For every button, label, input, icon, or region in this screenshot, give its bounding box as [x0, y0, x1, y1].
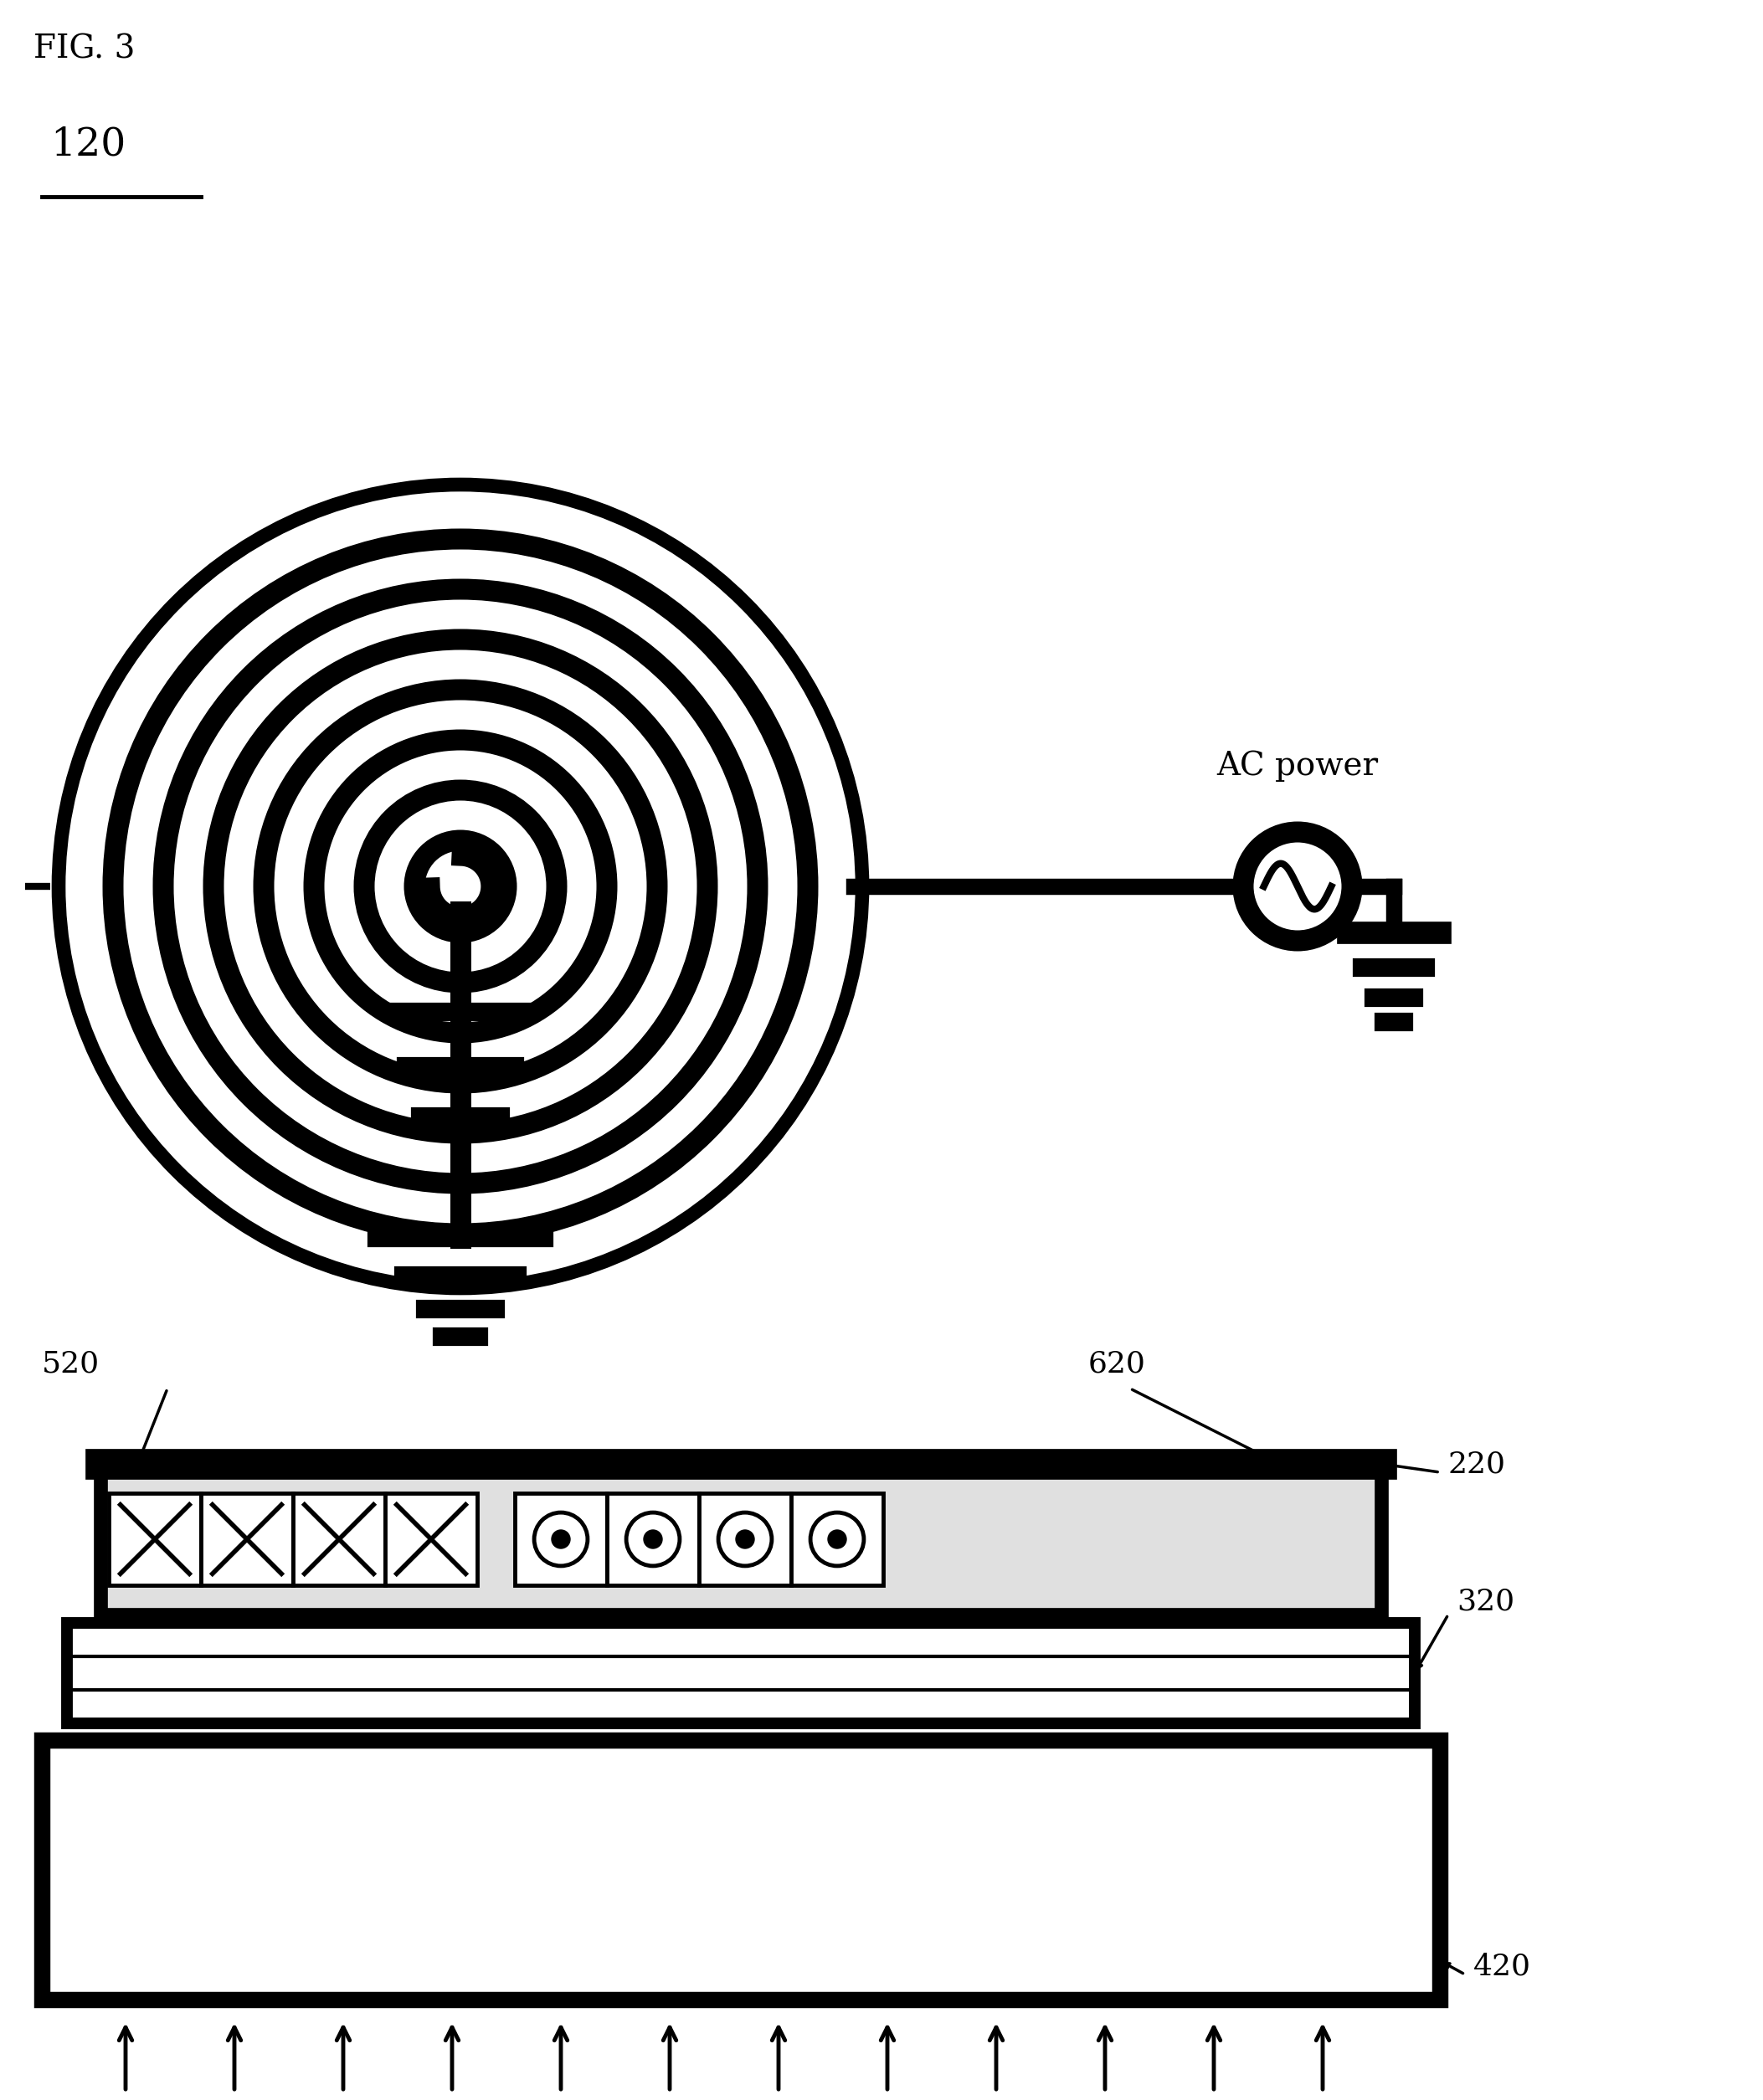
Bar — [100, 1464, 1380, 1615]
Bar — [515, 1493, 606, 1586]
Circle shape — [643, 1531, 663, 1548]
Bar — [792, 1493, 883, 1586]
Circle shape — [829, 1531, 846, 1548]
Text: FIG. 3: FIG. 3 — [33, 34, 136, 65]
Bar — [293, 1493, 384, 1586]
Text: 620: 620 — [1088, 1348, 1146, 1378]
Bar — [100, 1464, 1380, 1615]
Circle shape — [735, 1531, 755, 1548]
Text: 220: 220 — [1447, 1449, 1506, 1478]
Bar — [201, 1493, 293, 1586]
Text: 520: 520 — [42, 1348, 100, 1378]
Bar — [606, 1493, 698, 1586]
Bar — [67, 1623, 1414, 1724]
Bar — [384, 1493, 478, 1586]
Bar — [109, 1493, 201, 1586]
Text: 320: 320 — [1456, 1588, 1514, 1617]
Bar — [42, 1741, 1440, 1999]
Circle shape — [552, 1531, 569, 1548]
Text: 420: 420 — [1474, 1951, 1530, 1980]
Bar — [698, 1493, 792, 1586]
Text: AC power: AC power — [1216, 750, 1379, 781]
Text: 120: 120 — [49, 126, 125, 164]
